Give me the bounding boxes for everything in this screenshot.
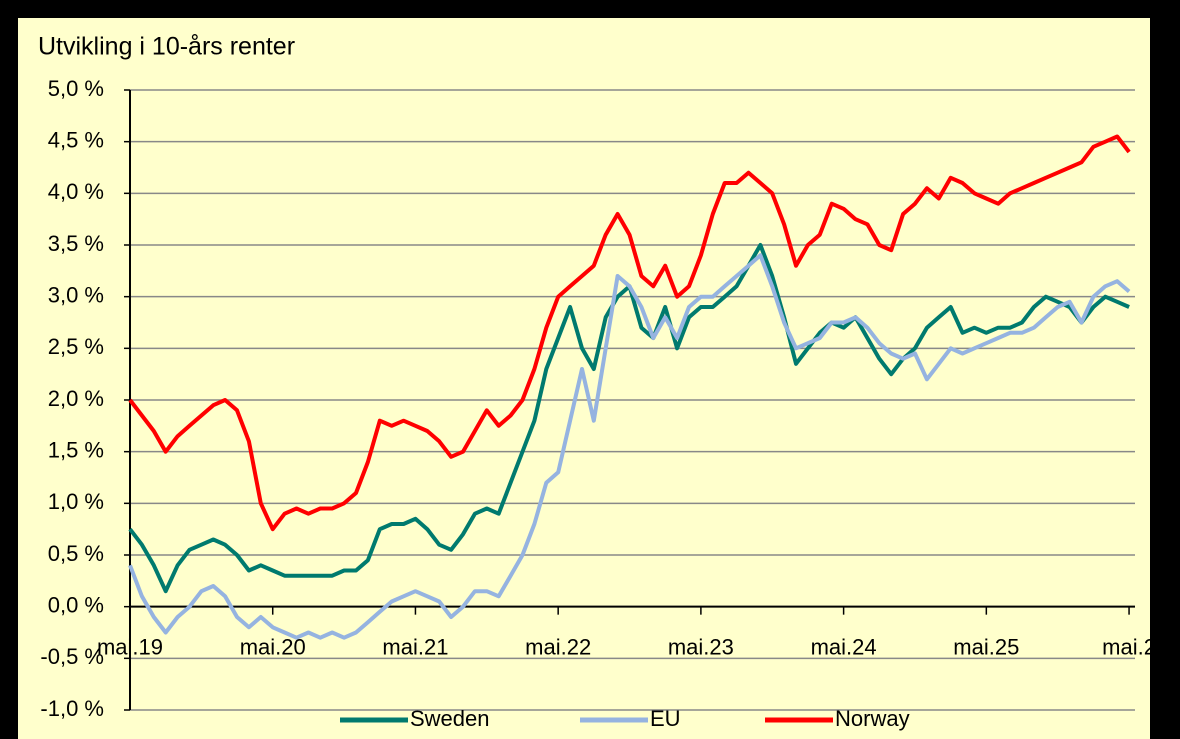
y-tick-label: 0,0 % [48, 592, 104, 617]
y-tick-label: 2,5 % [48, 334, 104, 359]
x-tick-label: mai.24 [811, 634, 877, 659]
x-tick-label: mai.2 [1102, 634, 1156, 659]
x-tick-label: mai.21 [382, 634, 448, 659]
x-tick-label: mai.19 [97, 634, 163, 659]
y-tick-label: 3,0 % [48, 282, 104, 307]
chart-title: Utvikling i 10-års renter [38, 33, 295, 61]
y-tick-label: 3,5 % [48, 231, 104, 256]
y-tick-label: 2,0 % [48, 386, 104, 411]
legend-label: Sweden [410, 706, 490, 731]
legend-label: EU [650, 706, 681, 731]
y-tick-label: 1,5 % [48, 437, 104, 462]
x-tick-label: mai.22 [525, 634, 591, 659]
y-tick-label: 1,0 % [48, 489, 104, 514]
y-tick-label: 4,5 % [48, 127, 104, 152]
series-line [128, 253, 1131, 640]
x-tick-label: mai.25 [953, 634, 1019, 659]
x-tick-label: mai.23 [668, 634, 734, 659]
y-tick-label: -1,0 % [40, 696, 104, 721]
y-tick-label: 5,0 % [48, 76, 104, 101]
y-tick-label: -0,5 % [40, 644, 104, 669]
y-tick-label: 0,5 % [48, 541, 104, 566]
series-line [128, 134, 1131, 532]
legend-label: Norway [835, 706, 910, 731]
y-tick-label: 4,0 % [48, 179, 104, 204]
